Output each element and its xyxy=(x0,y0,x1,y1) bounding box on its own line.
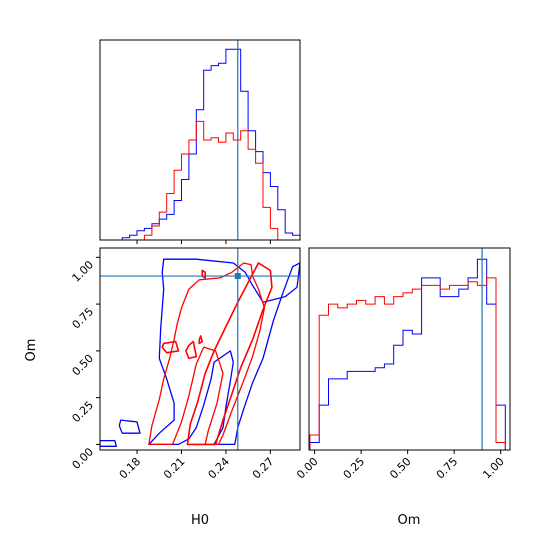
om-tick-label: 0.00 xyxy=(294,455,321,482)
contour-blue-outer xyxy=(100,439,117,447)
om-tick-label: 0.25 xyxy=(341,455,368,482)
h0-tick-label: 0.27 xyxy=(250,455,277,482)
h0-om-contour-panel: 0.18 0.21 0.24 0.27 0.00 0.25 0.50 0.75 1.00 xyxy=(70,247,301,482)
h0-hist-frame xyxy=(99,39,301,241)
om-histogram-panel: 0.00 0.25 0.50 0.75 1.00 xyxy=(294,247,511,482)
contour-red-inner xyxy=(185,340,198,360)
om-hist-series-red xyxy=(309,277,506,450)
om-hist-frame xyxy=(308,247,511,451)
contour-red-outer xyxy=(148,262,266,446)
contour-blue-outer xyxy=(148,258,300,446)
om-y-tick-label: 0.50 xyxy=(70,352,97,379)
contour-group xyxy=(100,258,300,447)
contour-blue-outer xyxy=(118,419,141,434)
x-axis-label-h0: H0 xyxy=(191,513,209,528)
h0-tick-label: 0.21 xyxy=(161,455,188,482)
h0-hist-series-blue xyxy=(100,48,301,241)
om-y-tick-label: 0.75 xyxy=(70,305,97,332)
om-tick-label: 0.75 xyxy=(434,455,461,482)
h0-histogram-panel xyxy=(99,39,301,244)
om-tick-label: 0.50 xyxy=(387,455,414,482)
h0-tick-label: 0.18 xyxy=(117,455,144,482)
x-axis-label-om: Om xyxy=(398,513,421,528)
contour-red-inner xyxy=(161,340,180,354)
truth-marker xyxy=(234,273,241,280)
y-axis-label-om: Om xyxy=(24,339,39,362)
contour-red-inner xyxy=(198,335,203,345)
h0-hist-series-red xyxy=(100,120,300,241)
om-y-tick-label: 0.25 xyxy=(70,399,97,426)
om-hist-series-blue xyxy=(309,258,506,450)
joint-frame xyxy=(99,247,301,451)
h0-tick-label: 0.24 xyxy=(206,455,233,482)
om-y-tick-label: 0.00 xyxy=(70,445,97,472)
om-tick-label: 1.00 xyxy=(480,455,507,482)
contour-red-inner xyxy=(186,262,273,446)
contour-red-inner xyxy=(201,269,206,279)
om-y-tick-label: 1.00 xyxy=(70,258,97,285)
